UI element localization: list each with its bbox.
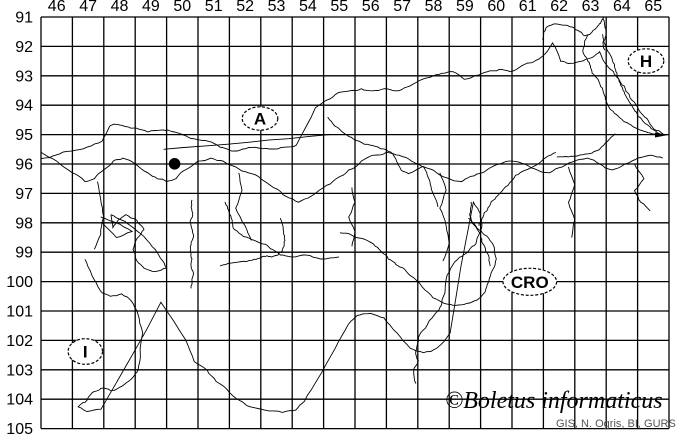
svg-text:95: 95 — [15, 127, 33, 144]
svg-text:51: 51 — [205, 0, 223, 15]
svg-text:61: 61 — [519, 0, 537, 15]
svg-text:58: 58 — [425, 0, 443, 15]
svg-text:48: 48 — [111, 0, 129, 15]
svg-text:97: 97 — [15, 186, 33, 203]
svg-text:CRO: CRO — [511, 273, 549, 292]
svg-text:57: 57 — [393, 0, 411, 15]
svg-text:53: 53 — [268, 0, 286, 15]
svg-text:GIS, N. Ogris, BI, GURS: GIS, N. Ogris, BI, GURS — [556, 418, 676, 430]
svg-text:A: A — [254, 110, 266, 129]
svg-text:65: 65 — [644, 0, 662, 15]
svg-text:54: 54 — [299, 0, 317, 15]
svg-text:52: 52 — [236, 0, 254, 15]
svg-text:50: 50 — [173, 0, 191, 15]
svg-text:©Boletus informaticus: ©Boletus informaticus — [445, 388, 663, 414]
svg-text:55: 55 — [330, 0, 348, 15]
svg-text:92: 92 — [15, 39, 33, 56]
svg-text:96: 96 — [15, 157, 33, 174]
svg-text:102: 102 — [6, 333, 33, 350]
svg-text:49: 49 — [142, 0, 160, 15]
svg-text:94: 94 — [15, 98, 33, 115]
svg-text:H: H — [640, 52, 652, 71]
svg-text:105: 105 — [6, 421, 33, 436]
svg-text:93: 93 — [15, 68, 33, 85]
svg-text:47: 47 — [79, 0, 97, 15]
svg-text:101: 101 — [6, 304, 33, 321]
svg-text:60: 60 — [487, 0, 505, 15]
svg-text:62: 62 — [550, 0, 568, 15]
svg-text:63: 63 — [582, 0, 600, 15]
svg-text:56: 56 — [362, 0, 380, 15]
svg-text:99: 99 — [15, 245, 33, 262]
svg-text:98: 98 — [15, 215, 33, 232]
svg-text:100: 100 — [6, 274, 33, 291]
svg-text:91: 91 — [15, 10, 33, 27]
svg-text:46: 46 — [48, 0, 66, 15]
svg-text:104: 104 — [6, 392, 33, 409]
svg-text:59: 59 — [456, 0, 474, 15]
svg-text:I: I — [83, 343, 88, 362]
svg-text:64: 64 — [613, 0, 631, 15]
svg-text:103: 103 — [6, 362, 33, 379]
